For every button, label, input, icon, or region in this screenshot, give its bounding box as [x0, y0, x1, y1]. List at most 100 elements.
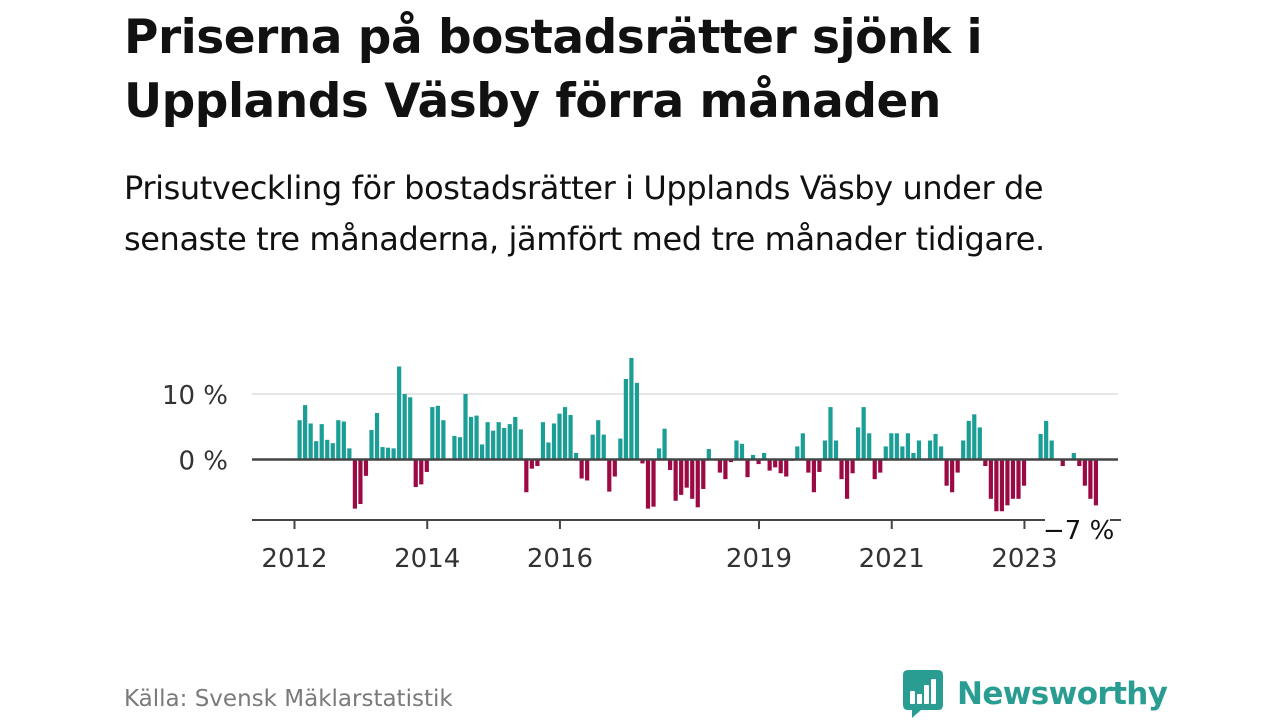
bar: [424, 459, 429, 472]
bar: [668, 459, 673, 470]
bar: [452, 435, 457, 460]
bar: [1010, 459, 1016, 499]
bar: [739, 443, 745, 460]
bar: [1016, 459, 1021, 499]
bar: [391, 448, 396, 460]
bar: [762, 452, 767, 460]
bar: [728, 459, 734, 463]
bar: [656, 448, 662, 460]
bar: [513, 416, 518, 460]
bar: [551, 423, 557, 460]
x-tick-label: 2019: [726, 544, 792, 574]
bar: [938, 446, 944, 460]
bar: [341, 421, 346, 460]
bar: [590, 434, 595, 460]
bar: [773, 459, 778, 468]
bar: [911, 452, 916, 460]
x-tick-label: 2012: [261, 544, 327, 574]
bar: [833, 440, 839, 460]
chart-title: Priserna på bostadsrätter sjönk i Upplan…: [124, 10, 983, 129]
bar: [308, 423, 313, 460]
bar: [596, 420, 601, 460]
bar: [380, 447, 385, 460]
bar: [983, 459, 988, 467]
bar: [999, 459, 1005, 512]
bar: [717, 459, 722, 473]
bar: [474, 415, 479, 460]
bar: [927, 440, 933, 460]
bar: [1088, 459, 1093, 499]
bar: [524, 459, 529, 493]
bar: [817, 459, 822, 472]
bar: [955, 459, 960, 473]
bar: [618, 438, 623, 460]
bar: [601, 434, 606, 460]
bar: [806, 459, 811, 473]
bar: [850, 459, 855, 474]
bar: [695, 459, 700, 508]
bar: [634, 382, 640, 460]
bar: [1038, 433, 1043, 460]
bar: [463, 394, 468, 460]
bar: [784, 459, 789, 477]
bar: [330, 443, 335, 460]
bar: [574, 452, 579, 460]
bar: [579, 459, 584, 479]
bar: [363, 459, 369, 476]
bar: [750, 454, 756, 460]
bar: [535, 459, 540, 467]
bar: [468, 416, 474, 460]
bar: [319, 424, 324, 460]
bar: [1005, 459, 1010, 506]
bar: [1071, 452, 1076, 460]
bar: [402, 394, 407, 460]
bar: [1077, 459, 1082, 467]
bar: [441, 420, 446, 460]
bar: [944, 459, 949, 486]
bar: [1044, 420, 1049, 460]
source-note: Källa: Svensk Mäklarstatistik: [124, 686, 453, 712]
bar: [861, 407, 866, 460]
bar: [828, 407, 833, 460]
bar: [397, 366, 402, 460]
brand-name: Newsworthy: [957, 676, 1168, 712]
bar: [839, 459, 844, 480]
bar: [645, 459, 651, 509]
brand-logo-block[interactable]: Newsworthy: [903, 670, 1168, 718]
bar: [723, 459, 728, 480]
bar: [867, 433, 872, 460]
bar: [972, 414, 977, 460]
x-tick-label: 2014: [394, 544, 460, 574]
bar: [800, 433, 805, 460]
bar: [325, 439, 330, 460]
tick-labels: 0 % 10 % 2012 2014 2016 2019 2021 2023−7 %: [162, 381, 1114, 574]
bar: [496, 422, 501, 460]
last-value-label: −7 %: [1043, 516, 1114, 546]
bar: [977, 427, 982, 460]
bar: [557, 413, 562, 460]
bar: [374, 412, 380, 460]
bar: [872, 459, 877, 480]
bar: [640, 459, 645, 464]
bar: [878, 459, 883, 473]
x-tick-label: 2021: [859, 544, 925, 574]
bar: [419, 459, 424, 485]
bar: [529, 459, 534, 469]
bar: [358, 459, 363, 505]
axes: [252, 458, 1121, 529]
bar: [352, 459, 357, 509]
bar: [690, 459, 695, 499]
bar: [651, 459, 656, 507]
bar: [844, 459, 850, 499]
bar: [607, 459, 612, 492]
bar: [961, 440, 966, 460]
newsworthy-logo-icon: [903, 670, 943, 718]
bar: [673, 459, 678, 501]
bar: [1093, 459, 1099, 506]
bar: [457, 437, 463, 460]
bar: [795, 446, 800, 460]
bar: [778, 459, 783, 474]
bar: [435, 405, 440, 460]
bar: [988, 459, 993, 499]
bar: [950, 459, 955, 493]
